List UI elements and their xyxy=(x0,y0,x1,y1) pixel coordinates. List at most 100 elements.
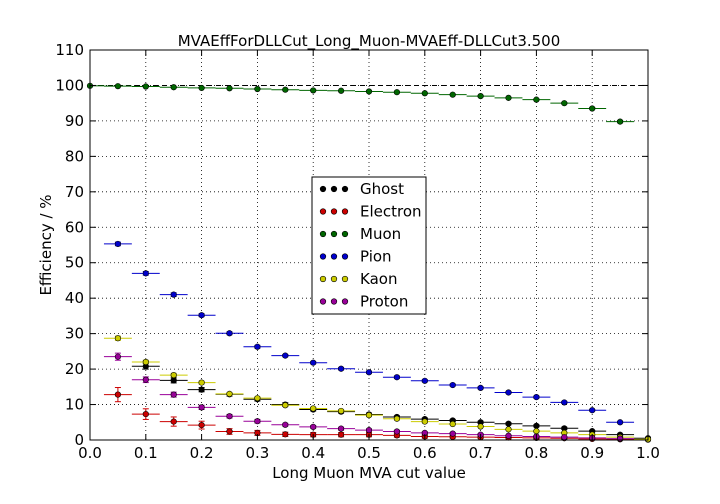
legend-marker-kaon xyxy=(330,275,338,283)
proton-point xyxy=(282,421,289,428)
legend-entry-pion: Pion xyxy=(319,248,392,266)
y-tick-label: 30 xyxy=(65,325,84,343)
legend-marker-kaon xyxy=(319,275,327,283)
legend-marker-pion xyxy=(341,253,349,260)
proton-point xyxy=(170,391,177,398)
proton-point xyxy=(114,353,121,360)
legend-entry-ghost: Ghost xyxy=(319,180,404,198)
y-tick-label: 110 xyxy=(55,41,84,59)
kaon-point xyxy=(421,418,428,425)
pion-point xyxy=(393,374,401,381)
y-tick-label: 20 xyxy=(65,360,84,378)
proton-point xyxy=(198,404,205,411)
pion-point xyxy=(561,399,568,406)
muon-point xyxy=(198,84,205,92)
y-tick-label: 0 xyxy=(74,431,84,449)
pion-point xyxy=(449,381,456,389)
y-tick-label: 100 xyxy=(55,76,84,94)
legend-marker-ghost xyxy=(330,185,338,193)
pion-point xyxy=(533,394,540,401)
x-tick-label: 1.0 xyxy=(636,444,660,462)
pion-point xyxy=(282,352,289,359)
muon-point xyxy=(338,87,345,94)
legend-label-electron: Electron xyxy=(360,203,422,221)
kaon-point xyxy=(533,428,540,435)
legend-label-proton: Proton xyxy=(360,293,408,311)
muon-point xyxy=(616,118,624,125)
y-tick-label: 70 xyxy=(65,183,84,201)
muon-point xyxy=(282,86,289,93)
pion-point xyxy=(142,270,149,277)
pion-point xyxy=(338,365,345,372)
muon-point xyxy=(477,92,484,100)
pion-point xyxy=(114,240,121,248)
kaon-point xyxy=(338,407,345,415)
legend-entry-electron: Electron xyxy=(319,203,422,221)
x-tick-label: 0.6 xyxy=(413,444,437,462)
y-tick-label: 40 xyxy=(65,289,84,307)
kaon-point xyxy=(393,415,401,422)
muon-point xyxy=(226,85,233,92)
pion-point xyxy=(226,330,233,337)
pion-point xyxy=(421,377,428,384)
muon-point xyxy=(114,83,121,90)
y-tick-label: 10 xyxy=(65,396,84,414)
x-tick-label: 0.1 xyxy=(134,444,158,462)
legend-marker-kaon xyxy=(341,275,349,283)
electron-point xyxy=(282,431,289,438)
muon-point xyxy=(365,88,373,95)
legend-marker-ghost xyxy=(341,185,349,193)
legend-marker-muon xyxy=(341,230,349,238)
pion-point xyxy=(477,384,484,391)
legend-marker-pion xyxy=(319,253,327,260)
x-tick-label: 0.3 xyxy=(245,444,269,462)
legend-marker-electron xyxy=(341,208,349,215)
pion-point xyxy=(254,343,261,350)
pion-point xyxy=(616,419,624,426)
muon-point xyxy=(254,85,261,93)
proton-point xyxy=(561,434,568,441)
pion-point xyxy=(505,389,512,396)
legend-marker-proton xyxy=(330,298,338,305)
proton-point xyxy=(365,426,373,434)
kaon-point xyxy=(114,335,121,342)
kaon-point xyxy=(254,395,261,402)
electron-point xyxy=(170,418,177,425)
pion-point xyxy=(198,312,205,319)
pion-point xyxy=(170,291,177,298)
kaon-point xyxy=(505,426,512,433)
series-proton xyxy=(103,352,635,442)
muon-point xyxy=(589,105,596,112)
ghost-point xyxy=(170,377,177,384)
ghost-point xyxy=(198,386,205,393)
legend-marker-muon xyxy=(330,230,338,238)
legend-label-pion: Pion xyxy=(360,248,392,266)
muon-point xyxy=(533,96,540,103)
proton-point xyxy=(505,432,512,439)
proton-point xyxy=(254,418,261,425)
electron-point xyxy=(226,428,233,435)
x-tick-label: 0.9 xyxy=(580,444,604,462)
electron-point xyxy=(198,422,205,429)
electron-point xyxy=(338,431,345,438)
grid xyxy=(90,50,648,440)
x-tick-label: 0.2 xyxy=(190,444,214,462)
legend-label-ghost: Ghost xyxy=(360,180,404,198)
muon-point xyxy=(421,90,428,97)
kaon-point xyxy=(170,372,177,379)
x-tick-label: 0.0 xyxy=(78,444,102,462)
proton-point xyxy=(393,428,401,435)
kaon-point xyxy=(365,412,373,419)
proton-point xyxy=(616,435,624,442)
legend-marker-proton xyxy=(319,298,327,305)
x-axis-label: Long Muon MVA cut value xyxy=(272,464,466,482)
muon-point xyxy=(561,100,568,107)
muon-point xyxy=(310,87,317,94)
muon-point xyxy=(393,89,401,96)
legend-marker-electron xyxy=(330,208,338,215)
ghost-point xyxy=(533,422,540,429)
kaon-point xyxy=(142,358,149,366)
legend-label-muon: Muon xyxy=(360,225,401,243)
legend-marker-electron xyxy=(319,208,327,215)
